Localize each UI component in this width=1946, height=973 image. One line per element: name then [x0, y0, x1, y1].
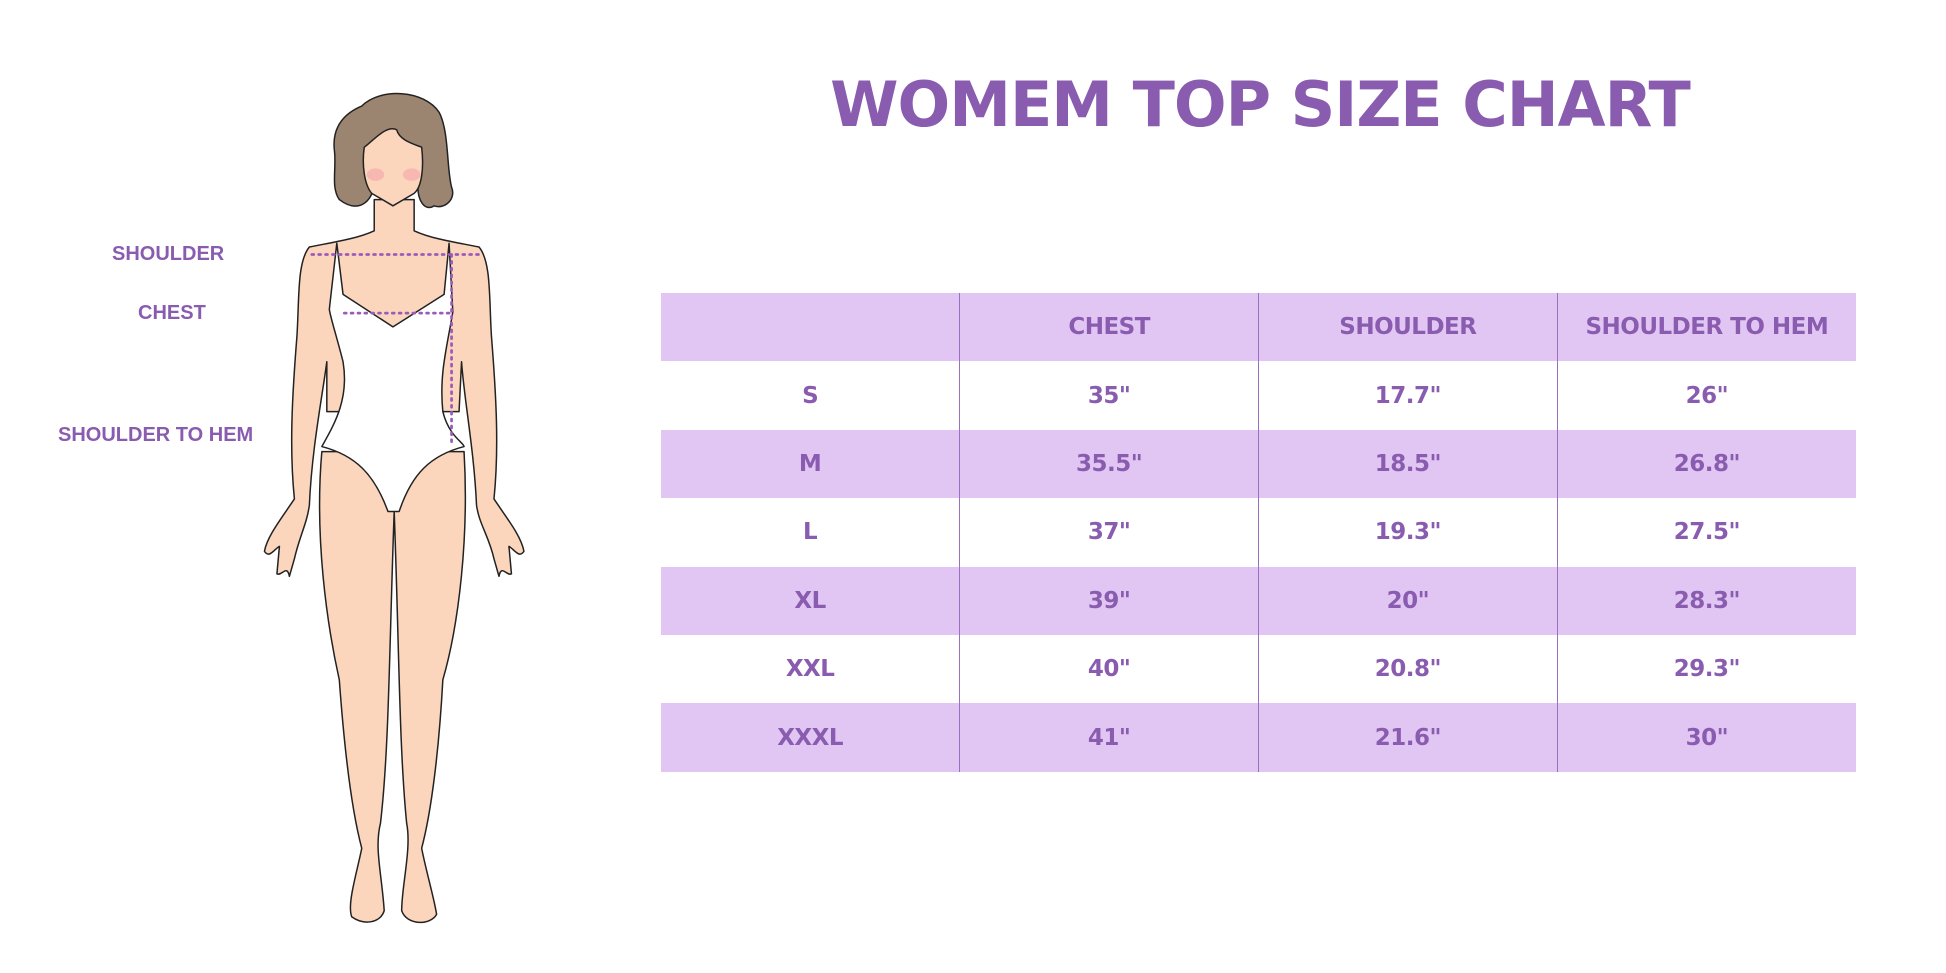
header-cell: SHOULDER: [1258, 293, 1558, 362]
shoulder-cell: 20.8": [1258, 634, 1558, 704]
table-row: XL 39" 20" 28.3": [661, 566, 1856, 635]
shoulder-cell: 20": [1258, 566, 1558, 635]
chest-cell: 35.5": [959, 429, 1259, 499]
shoulder-to-hem-cell: 30": [1556, 703, 1856, 772]
table-header-row: CHEST SHOULDER SHOULDER TO HEM: [661, 293, 1856, 362]
shoulder-to-hem-cell: 26.8": [1556, 429, 1856, 499]
shoulder-cell: 19.3": [1258, 498, 1558, 567]
table-row: L 37" 19.3" 27.5": [661, 498, 1856, 567]
shoulder-cell: 21.6": [1258, 703, 1558, 772]
shoulder-label: SHOULDER: [112, 243, 225, 265]
size-chart-table: CHEST SHOULDER SHOULDER TO HEM S 35" 17.…: [661, 293, 1856, 772]
legs: [318, 450, 467, 924]
header-cell: SHOULDER TO HEM: [1556, 293, 1856, 362]
bodysuit: [321, 242, 465, 513]
cheek-left: [366, 168, 385, 181]
size-cell: XXL: [785, 656, 835, 683]
shoulder-to-hem-cell: 27.5": [1556, 498, 1856, 567]
table-row: XXL 40" 20.8" 29.3": [661, 634, 1856, 704]
header-cell: [661, 293, 960, 362]
chest-cell: 35": [959, 361, 1259, 430]
table-row: XXXL 41" 21.6" 30": [661, 703, 1856, 772]
chest-cell: 40": [959, 634, 1259, 704]
chest-cell: 39": [959, 566, 1259, 635]
shoulder-cell: 17.7": [1258, 361, 1558, 430]
size-cell: XXXL: [661, 703, 960, 772]
face: [362, 128, 424, 207]
size-cell: L: [803, 519, 818, 546]
table-row: M 35.5" 18.5" 26.8": [661, 429, 1856, 499]
shoulder-to-hem-cell: 26": [1556, 361, 1856, 430]
page-title: WOMEM TOP SIZE CHART: [830, 68, 1691, 141]
size-cell: XL: [661, 566, 960, 635]
chest-cell: 37": [959, 498, 1259, 567]
cheek-right: [402, 168, 421, 181]
size-cell: S: [802, 382, 819, 409]
shoulder-to-hem-label: SHOULDER TO HEM: [58, 424, 254, 446]
shoulder-to-hem-cell: 29.3": [1556, 634, 1856, 704]
shoulder-to-hem-cell: 28.3": [1556, 566, 1856, 635]
table-row: S 35" 17.7" 26": [661, 361, 1856, 430]
shoulder-cell: 18.5": [1258, 429, 1558, 499]
chest-label: CHEST: [138, 302, 206, 324]
size-cell: M: [661, 429, 960, 499]
header-cell: CHEST: [959, 293, 1259, 362]
chest-cell: 41": [959, 703, 1259, 772]
